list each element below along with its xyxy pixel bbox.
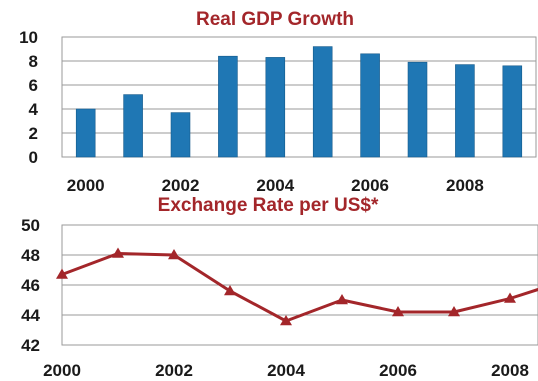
fx-chart-title: Exchange Rate per US$*: [158, 195, 379, 216]
fx-series-line: [61, 252, 538, 323]
exchange-rate-chart: Exchange Rate per US$* 42 44 46 48 50 2000 20…: [21, 195, 538, 380]
gdp-growth-chart: Real GDP Growth 0 2 4 6 8 10 2000 2002 2004 2006…: [19, 9, 537, 195]
fx-x-tick-label: 2002: [155, 361, 193, 380]
fx-point-2003: [224, 285, 236, 296]
gdp-plot-frame: [61, 36, 537, 158]
gdp-bar-2009: [502, 65, 523, 158]
gdp-bar-2006: [360, 53, 380, 158]
gdp-x-tick-label: 2008: [446, 176, 484, 195]
fx-y-tick-label: 44: [21, 306, 40, 325]
gdp-bar-2003: [218, 55, 238, 158]
gdp-bar-2001: [123, 94, 143, 158]
gdp-chart-title: Real GDP Growth: [196, 9, 354, 30]
fx-y-tick-label: 42: [21, 336, 40, 355]
gdp-bar-2008: [455, 64, 475, 158]
fx-x-tick-label: 2000: [43, 361, 81, 380]
gdp-y-tick-label: 0: [29, 148, 38, 167]
fx-x-tick-label: 2006: [379, 361, 417, 380]
fx-x-tick-label: 2008: [491, 361, 529, 380]
fx-point-2008: [504, 292, 516, 303]
fx-y-tick-label: 50: [21, 216, 40, 235]
fx-point-2001: [112, 247, 124, 258]
gdp-y-tick-label: 2: [29, 124, 38, 143]
gdp-x-tick-label: 2006: [351, 176, 389, 195]
fx-y-tick-label: 46: [21, 276, 40, 295]
gdp-y-tick-label: 4: [29, 100, 39, 119]
fx-point-2000: [56, 268, 68, 279]
gdp-x-tick-label: 2004: [256, 176, 294, 195]
gdp-bar-2007: [407, 61, 428, 158]
fx-point-2005: [336, 294, 348, 305]
gdp-x-tick-label: 2002: [162, 176, 200, 195]
fx-x-tick-label: 2004: [267, 361, 305, 380]
fx-point-2002: [168, 249, 180, 260]
gdp-y-tick-label: 8: [29, 52, 38, 71]
fx-y-tick-label: 48: [21, 246, 40, 265]
fx-point-2004: [280, 315, 292, 326]
gdp-bar-2000: [75, 108, 96, 158]
gdp-y-tick-label: 6: [29, 76, 38, 95]
gdp-x-tick-label: 2000: [67, 176, 105, 195]
gdp-bar-2004: [265, 57, 286, 158]
gdp-bar-2002: [170, 112, 191, 158]
fx-point-2007: [448, 306, 460, 317]
gdp-bar-2005: [312, 46, 333, 158]
fx-point-2006: [392, 306, 404, 317]
gdp-y-tick-label: 10: [19, 28, 38, 47]
